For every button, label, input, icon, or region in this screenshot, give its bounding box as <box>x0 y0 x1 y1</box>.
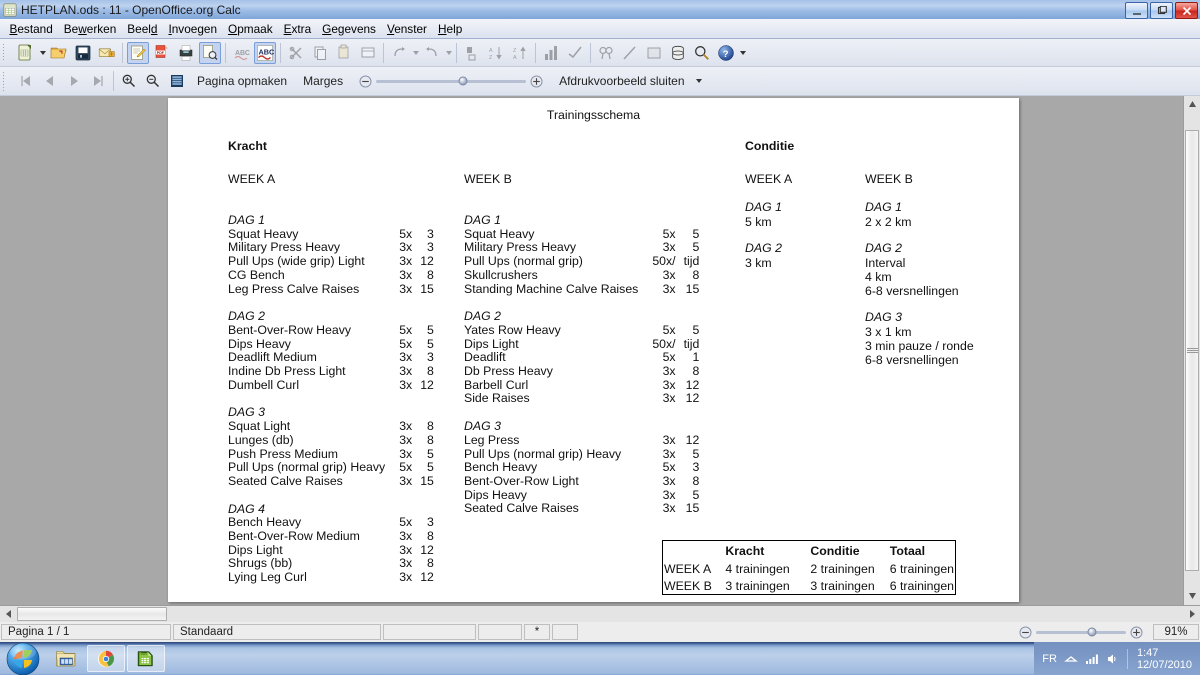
svg-text:Z: Z <box>489 55 493 61</box>
svg-text:Z: Z <box>513 48 517 54</box>
svg-text:A: A <box>489 48 493 54</box>
svg-text:A: A <box>513 55 517 61</box>
svg-text:PDF: PDF <box>157 50 165 54</box>
svg-text:ABC: ABC <box>259 47 275 56</box>
svg-text:?: ? <box>723 49 729 60</box>
